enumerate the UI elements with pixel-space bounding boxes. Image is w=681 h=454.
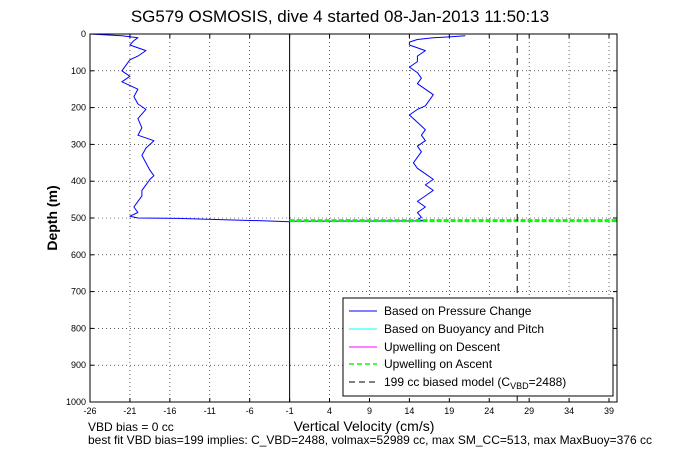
- x-tick-label: 39: [604, 406, 614, 416]
- x-tick-label: 14: [404, 406, 414, 416]
- y-tick-label: 900: [71, 360, 86, 370]
- y-tick-label: 0: [81, 29, 86, 39]
- y-axis: 0 100 200 300 400 500 600 700 800 900 1000: [66, 29, 617, 407]
- x-tick-label: -11: [204, 406, 216, 416]
- chart-title: SG579 OSMOSIS, dive 4 started 08-Jan-201…: [131, 7, 549, 26]
- legend-label-upwelling-ascent: Upwelling on Ascent: [384, 357, 493, 371]
- best-fit-caption: best fit VBD bias=199 implies: C_VBD=248…: [88, 433, 652, 447]
- y-tick-label: 600: [71, 250, 86, 260]
- y-tick-label: 800: [71, 323, 86, 333]
- x-tick-label: 24: [484, 406, 494, 416]
- y-tick-label: 300: [71, 139, 86, 149]
- x-tick-label: 9: [367, 406, 372, 416]
- ascent-pressure-line: [289, 35, 466, 222]
- x-axis: -26 -21 -16 -11 -6 -1 4 9 14 19 24 29 34 39: [83, 34, 614, 416]
- y-tick-label: 400: [71, 176, 86, 186]
- y-axis-label: Depth (m): [44, 185, 60, 250]
- legend: Based on Pressure Change Based on Buoyan…: [342, 297, 614, 397]
- y-tick-label: 100: [71, 66, 86, 76]
- x-tick-label: -21: [123, 406, 136, 416]
- legend-label-model: 199 cc biased model (CVBD=2488): [384, 375, 566, 391]
- legend-model-subscript: VBD: [510, 381, 529, 391]
- x-tick-label: -16: [163, 406, 176, 416]
- x-tick-label: 19: [444, 406, 454, 416]
- legend-model-suffix: =2488): [529, 375, 567, 389]
- y-tick-label: 200: [71, 103, 86, 113]
- legend-model-prefix: 199 cc biased model (C: [384, 375, 510, 389]
- vbd-bias-caption: VBD bias = 0 cc: [88, 420, 174, 434]
- x-tick-label: -6: [246, 406, 254, 416]
- descent-pressure-line: [89, 33, 290, 223]
- legend-box: [342, 297, 614, 397]
- legend-label-pressure: Based on Pressure Change: [384, 304, 532, 318]
- legend-label-upwelling-descent: Upwelling on Descent: [384, 340, 501, 354]
- x-tick-label: 4: [327, 406, 332, 416]
- x-tick-label: 29: [524, 406, 534, 416]
- x-axis-label: Vertical Velocity (cm/s): [294, 418, 435, 434]
- y-tick-label: 1000: [66, 397, 86, 407]
- y-tick-label: 700: [71, 287, 86, 297]
- x-tick-label: -1: [286, 406, 294, 416]
- legend-label-buoyancy: Based on Buoyancy and Pitch: [384, 322, 544, 336]
- y-tick-label: 500: [71, 213, 86, 223]
- x-tick-label: 34: [564, 406, 574, 416]
- x-tick-label: -26: [83, 406, 96, 416]
